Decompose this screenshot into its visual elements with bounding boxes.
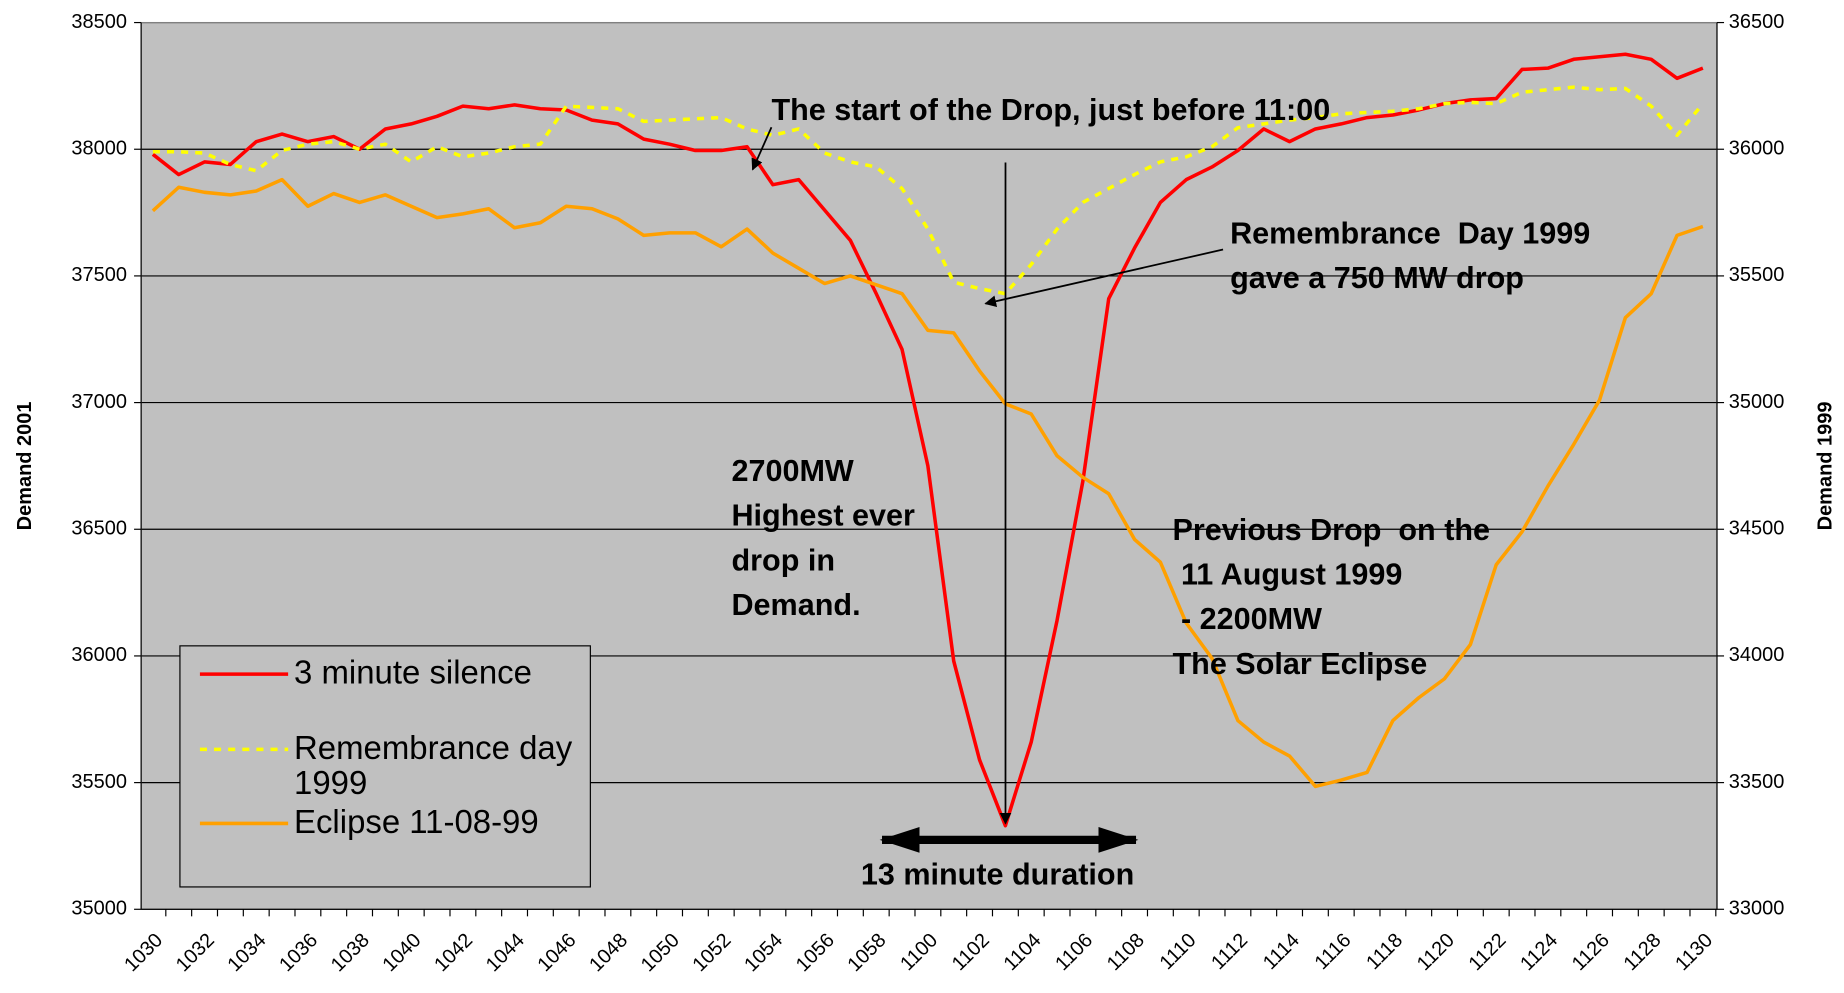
x-tick-label: 1116	[1311, 929, 1356, 974]
annotation: Highest ever	[731, 499, 915, 533]
x-tick-label: 1110	[1156, 929, 1201, 974]
x-tick-label: 1040	[379, 929, 426, 976]
x-tick-label: 1044	[482, 929, 529, 976]
y-tick-label: 35500	[71, 771, 127, 793]
x-tick-label: 1054	[740, 929, 787, 976]
x-tick-label: 1036	[275, 929, 322, 976]
y2-tick-label: 33500	[1729, 771, 1785, 793]
y2-tick-label: 34000	[1729, 644, 1785, 666]
series-line	[151, 177, 1704, 789]
annotation: Demand.	[731, 588, 860, 622]
x-tick-label: 1128	[1620, 929, 1666, 975]
x-tick-label: 1126	[1568, 929, 1614, 975]
x-tick-label: 1114	[1259, 929, 1304, 974]
annotation-arrow	[751, 126, 773, 171]
x-tick-label: 1034	[224, 929, 271, 976]
legend-label-box: 3 minute silence	[294, 655, 532, 691]
x-tick-label: 1122	[1465, 929, 1511, 975]
annotation: The Solar Eclipse	[1172, 647, 1427, 681]
x-tick-label: 1118	[1362, 929, 1407, 974]
y2-axis-title: Demand 1999	[1815, 401, 1837, 530]
legend-label-box: Eclipse 11-08-99	[294, 804, 539, 840]
legend-box	[179, 645, 591, 888]
y2-tick-label: 36000	[1729, 138, 1785, 160]
annotation: The start of the Drop, just before 11:00	[771, 93, 1330, 127]
annotation: Remembrance Day 1999	[1230, 217, 1590, 251]
y-tick-label: 38000	[71, 138, 127, 160]
legend-label: 3 minute silence	[294, 655, 532, 691]
annotation: drop in	[731, 543, 835, 577]
legend-label-box: Remembrance day 1999	[294, 730, 573, 802]
y2-tick-label: 35500	[1729, 264, 1785, 286]
y-axis-title: Demand 2001	[14, 401, 36, 530]
x-tick-label: 1106	[1051, 929, 1097, 975]
y2-tick-label: 35000	[1729, 391, 1785, 413]
x-tick-label: 1112	[1207, 929, 1252, 974]
x-tick-label: 1038	[327, 929, 374, 976]
x-tick-label: 1046	[534, 929, 581, 976]
y-tick-label: 38500	[71, 11, 127, 33]
annotation: 2700MW	[731, 454, 853, 488]
x-tick-label: 1102	[948, 929, 994, 975]
x-tick-label: 1120	[1413, 929, 1459, 975]
y2-tick-label: 33000	[1729, 898, 1785, 920]
y2-tick-label: 34500	[1729, 518, 1785, 540]
y-tick-label: 36000	[71, 644, 127, 666]
legend-label: Remembrance day 1999	[294, 730, 573, 802]
x-tick-label: 1124	[1516, 929, 1562, 975]
legend-label: Eclipse 11-08-99	[294, 804, 539, 840]
x-tick-label: 1104	[1000, 929, 1046, 975]
y-tick-label: 37000	[71, 391, 127, 413]
x-tick-label: 1052	[689, 929, 736, 976]
series-line	[152, 85, 1705, 296]
y-tick-label: 37500	[71, 264, 127, 286]
annotation: 11 August 1999	[1172, 558, 1402, 592]
annotation: 13 minute duration	[861, 857, 1134, 891]
x-tick-label: 1130	[1671, 929, 1717, 975]
x-tick-label: 1108	[1103, 929, 1149, 975]
annotation: - 2200MW	[1172, 602, 1322, 636]
x-tick-label: 1050	[637, 929, 684, 976]
annotation: Previous Drop on the	[1172, 513, 1490, 547]
x-tick-label: 1058	[844, 929, 891, 976]
x-tick-label: 1056	[792, 929, 839, 976]
x-tick-label: 1032	[172, 929, 219, 976]
y2-tick-label: 36500	[1729, 11, 1785, 33]
x-tick-label: 1048	[585, 929, 632, 976]
y-tick-label: 36500	[71, 518, 127, 540]
annotation-arrow	[984, 248, 1224, 308]
x-tick-label: 1042	[430, 929, 477, 976]
x-tick-label: 1030	[120, 929, 167, 976]
y-tick-label: 35000	[71, 898, 127, 920]
annotation: gave a 750 MW drop	[1230, 261, 1524, 295]
x-tick-label: 1100	[896, 929, 942, 975]
